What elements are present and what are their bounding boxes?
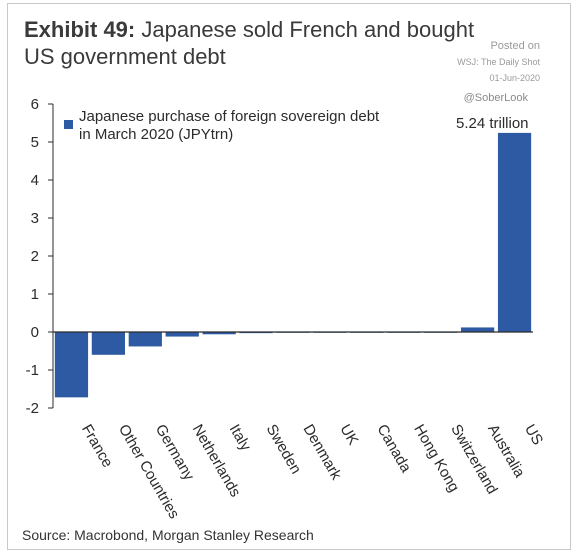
y-tick-label: 2 bbox=[31, 248, 39, 265]
bar-us bbox=[497, 132, 532, 332]
y-tick-label: 0 bbox=[31, 324, 39, 341]
watermark: Posted on WSJ: The Daily Shot 01-Jun-202… bbox=[457, 38, 540, 86]
y-tick-label: 4 bbox=[31, 172, 39, 189]
watermark-handle: @SoberLook bbox=[463, 92, 528, 104]
y-tick-label: -2 bbox=[26, 400, 39, 417]
legend-label-line1: Japanese purchase of foreign sovereign d… bbox=[79, 108, 380, 125]
x-tick-label: Italy bbox=[226, 422, 255, 455]
bar-other-countries bbox=[91, 332, 125, 355]
x-tick-label: UK bbox=[336, 422, 361, 449]
x-tick-label: Sweden bbox=[263, 422, 305, 477]
y-tick-label: -1 bbox=[26, 362, 39, 379]
watermark-outlet: WSJ: The Daily Shot bbox=[457, 57, 540, 67]
y-tick-label: 1 bbox=[31, 286, 39, 303]
y-tick-label: 6 bbox=[31, 96, 39, 113]
watermark-posted: Posted on bbox=[490, 40, 540, 52]
x-tick-label: US bbox=[521, 422, 546, 449]
title-text: Japanese sold French and bought US gover… bbox=[24, 17, 475, 69]
y-tick-label: 3 bbox=[31, 210, 39, 227]
y-tick-label: 5 bbox=[31, 134, 39, 151]
bar-netherlands bbox=[165, 332, 199, 337]
chart-frame bbox=[7, 3, 571, 550]
bar-france bbox=[54, 332, 89, 398]
x-tick-label: France bbox=[78, 422, 116, 471]
bar-italy bbox=[202, 332, 236, 335]
source-note: Source: Macrobond, Morgan Stanley Resear… bbox=[22, 527, 314, 543]
exhibit-label: Exhibit 49: bbox=[24, 17, 136, 42]
legend-label-line2: in March 2020 (JPYtrn) bbox=[79, 126, 233, 143]
chart-title: Exhibit 49: Japanese sold French and bou… bbox=[24, 16, 504, 70]
data-label-us: 5.24 trillion bbox=[456, 115, 529, 132]
bar-australia bbox=[461, 327, 495, 332]
bar-germany bbox=[128, 332, 162, 347]
x-tick-label: Canada bbox=[373, 422, 414, 477]
legend-swatch bbox=[64, 120, 73, 129]
watermark-date: 01-Jun-2020 bbox=[489, 73, 540, 83]
